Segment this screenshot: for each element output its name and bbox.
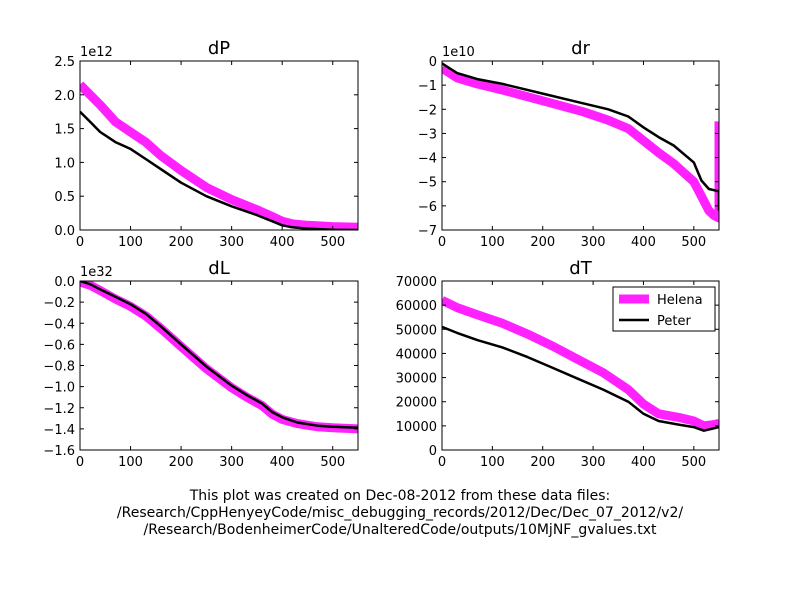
- y-tick-label: 40000: [396, 347, 437, 362]
- x-tick-label: 500: [320, 235, 345, 250]
- y-tick-label: 70000: [396, 275, 437, 290]
- y-tick-label: −4: [418, 152, 437, 167]
- plot-frame: [79, 60, 359, 231]
- caption-line-1: This plot was created on Dec-08-2012 fro…: [189, 488, 611, 504]
- x-tick-label: 100: [480, 235, 505, 250]
- y-tick-label: −1.4: [43, 423, 75, 438]
- y-multiplier-label: 1e10: [442, 45, 475, 60]
- y-tick-label: 0: [429, 444, 437, 459]
- series-line-peter: [442, 62, 719, 211]
- chart-title: dL: [208, 258, 229, 279]
- series-group: [80, 281, 358, 434]
- y-tick-label: 1.5: [54, 123, 75, 138]
- series-line-helena: [442, 64, 719, 223]
- x-tick-label: 400: [631, 455, 656, 470]
- chart-dr: 0 100 200 300 400 500 0 −1 −2 −3 −4 −5 −6 −7 1e10 dr: [418, 38, 720, 250]
- x-tick-label: 0: [438, 235, 446, 250]
- legend-label-peter: Peter: [657, 314, 691, 329]
- y-tick-label: −1.2: [43, 402, 75, 417]
- y-tick-label: −0.2: [43, 296, 75, 311]
- y-tick-label: 1.0: [54, 156, 75, 171]
- x-tick-label: 400: [270, 235, 295, 250]
- y-tick-label: 0.0: [54, 224, 75, 239]
- plot-frame: [441, 280, 720, 451]
- legend: Helena Peter: [612, 286, 716, 332]
- x-tick-label: 100: [118, 455, 143, 470]
- y-tick-label: −0.6: [43, 338, 75, 353]
- x-tick-label: 400: [631, 235, 656, 250]
- y-tick-label: 2.0: [54, 89, 75, 104]
- plot-frame: [441, 60, 720, 231]
- series-group: [442, 62, 719, 223]
- x-tick-label: 0: [438, 455, 446, 470]
- y-tick-label: 0.0: [54, 275, 75, 290]
- x-tick-label: 500: [681, 455, 706, 470]
- y-tick-label: −1.0: [43, 381, 75, 396]
- series-line-helena: [80, 81, 358, 230]
- series-group: [442, 296, 719, 432]
- y-tick-label: −1: [418, 79, 437, 94]
- y-tick-label: 2.5: [54, 55, 75, 70]
- x-tick-label: 200: [530, 455, 555, 470]
- x-tick-label: 400: [270, 455, 295, 470]
- x-tick-label: 100: [118, 235, 143, 250]
- y-tick-label: 10000: [396, 420, 437, 435]
- legend-label-helena: Helena: [657, 293, 703, 308]
- chart-title: dP: [208, 38, 230, 59]
- y-tick-label: −0.4: [43, 317, 75, 332]
- y-tick-label: 0: [429, 55, 437, 70]
- chart-dl: 0 100 200 300 400 500 0.0 −0.2 −0.4 −0.6 −0.8 −1.0 −…: [43, 258, 359, 470]
- x-tick-label: 300: [581, 235, 606, 250]
- x-tick-label: 300: [219, 235, 244, 250]
- y-tick-label: −3: [418, 127, 437, 142]
- y-tick-label: −0.8: [43, 360, 75, 375]
- y-tick-label: 0.5: [54, 190, 75, 205]
- x-tick-label: 100: [480, 455, 505, 470]
- x-tick-label: 200: [169, 455, 194, 470]
- x-tick-label: 0: [76, 455, 84, 470]
- y-tick-label: 60000: [396, 299, 437, 314]
- y-tick-label: 50000: [396, 323, 437, 338]
- caption-line-3: /Research/BodenheimerCode/UnalteredCode/…: [143, 522, 657, 538]
- y-tick-label: −5: [418, 176, 437, 191]
- y-tick-label: −7: [418, 224, 437, 239]
- x-tick-label: 300: [219, 455, 244, 470]
- x-tick-label: 200: [169, 235, 194, 250]
- y-tick-label: −2: [418, 103, 437, 118]
- chart-title: dr: [571, 38, 590, 59]
- chart-dp: 0 100 200 300 400 500 0.0 0.5 1.0 1.5 2.0 2.5 1e12 dP: [54, 38, 359, 250]
- y-multiplier-label: 1e12: [80, 45, 113, 60]
- x-tick-label: 500: [681, 235, 706, 250]
- x-tick-label: 0: [76, 235, 84, 250]
- y-tick-label: 20000: [396, 396, 437, 411]
- series-line-peter: [80, 110, 358, 230]
- y-tick-label: −1.6: [43, 444, 75, 459]
- y-tick-label: −6: [418, 200, 437, 215]
- series-group: [80, 81, 358, 230]
- series-line-peter: [80, 281, 358, 430]
- chart-title: dT: [569, 258, 592, 279]
- series-line-helena: [80, 281, 358, 434]
- legend-box: [612, 286, 716, 332]
- x-tick-label: 500: [320, 455, 345, 470]
- y-multiplier-label: 1e32: [80, 265, 113, 280]
- chart-dt: 0 100 200 300 400 500 0 10000 20000 30000 40000 500…: [396, 258, 720, 470]
- series-line-peter: [442, 325, 719, 432]
- y-tick-label: 30000: [396, 372, 437, 387]
- caption-line-2: /Research/CppHenyeyCode/misc_debugging_r…: [116, 505, 684, 521]
- x-tick-label: 300: [581, 455, 606, 470]
- x-tick-label: 200: [530, 235, 555, 250]
- series-line-helena: [442, 296, 719, 431]
- caption: This plot was created on Dec-08-2012 fro…: [0, 488, 800, 539]
